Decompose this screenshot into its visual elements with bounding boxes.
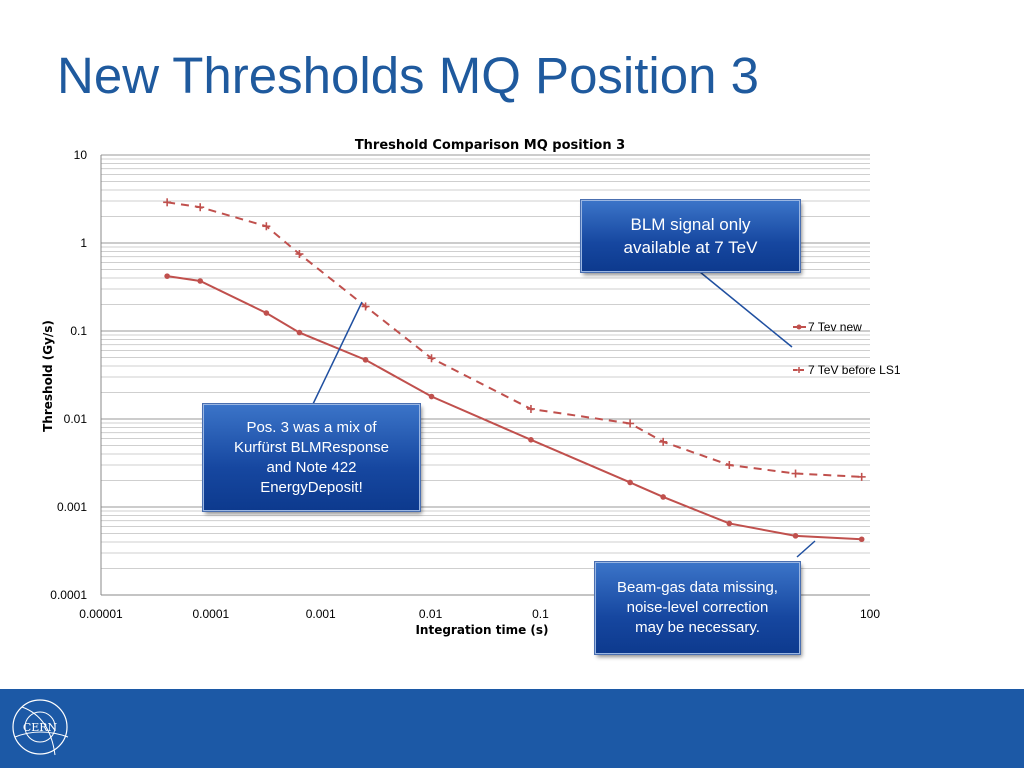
data-point [427,354,436,363]
y-tick-label: 0.001 [57,500,87,514]
data-point [528,437,534,443]
chart-legend: 7 Tev new 7 TeV before LS1 [793,320,901,377]
callout-pointers [312,271,816,558]
data-point [362,357,369,363]
cern-logo-track [21,706,56,756]
x-tick-label: 0.01 [419,607,443,621]
data-point [791,469,800,478]
cern-logo-inner-ring [24,711,56,743]
threshold-chart: 0.0001 0.001 0.01 0.1 1 10 0.00001 0.0001 0.001 0… [41,138,901,637]
data-point [196,203,205,212]
callout-pos3-mix: Pos. 3 was a mix of Kurfürst BLMResponse… [202,403,421,512]
data-point [296,329,303,336]
data-point [263,310,270,316]
pointer-pos3-mix [312,301,363,405]
y-tick-label: 1 [80,236,87,250]
y-tick-label: 0.0001 [50,588,87,602]
x-tick-label: 0.00001 [79,607,123,621]
data-point [857,472,866,481]
data-point [163,198,172,207]
data-point [361,302,370,311]
data-point [295,249,304,258]
slide-title: New Thresholds MQ Position 3 [57,47,760,104]
data-point [626,419,635,428]
chart-series [163,198,866,543]
data-point [660,494,666,500]
series-line-1 [166,275,862,541]
cern-logo: CERN [12,699,69,756]
data-point [858,536,865,543]
x-tick-label: 100 [860,607,880,621]
legend-entry-1: 7 Tev new [793,320,862,334]
cern-logo-ring [12,699,68,755]
data-point [262,222,271,231]
data-point [627,479,633,486]
data-point [726,520,733,527]
y-tick-label: 0.1 [70,324,87,338]
y-axis-label: Threshold (Gy/s) [41,320,55,432]
cern-logo-text: CERN [23,721,58,734]
callout-beam-gas: Beam-gas data missing, noise-level corre… [594,561,801,655]
data-point [197,278,204,284]
x-tick-label: 0.001 [306,607,336,621]
footer-bar [0,689,1024,768]
data-point [526,404,535,413]
y-tick-label: 10 [74,148,88,162]
x-axis-label: Integration time (s) [415,623,548,637]
pointer-beam-gas [796,540,816,558]
pointer-blm-signal [699,271,793,348]
cern-logo-track-2 [14,731,69,738]
x-tick-label: 0.0001 [193,607,230,621]
callout-blm-signal: BLM signal only available at 7 TeV [580,199,801,273]
series-line-2 [166,201,862,478]
data-point [428,393,435,400]
x-tick-label: 0.1 [532,607,549,621]
data-point [164,273,170,279]
legend-label: 7 TeV before LS1 [808,363,901,377]
y-tick-label: 0.01 [64,412,88,426]
data-point [792,533,799,539]
legend-label: 7 Tev new [808,320,862,334]
data-point [659,437,668,446]
legend-entry-2: 7 TeV before LS1 [793,363,901,377]
chart-title: Threshold Comparison MQ position 3 [355,138,625,153]
data-point [725,461,734,470]
